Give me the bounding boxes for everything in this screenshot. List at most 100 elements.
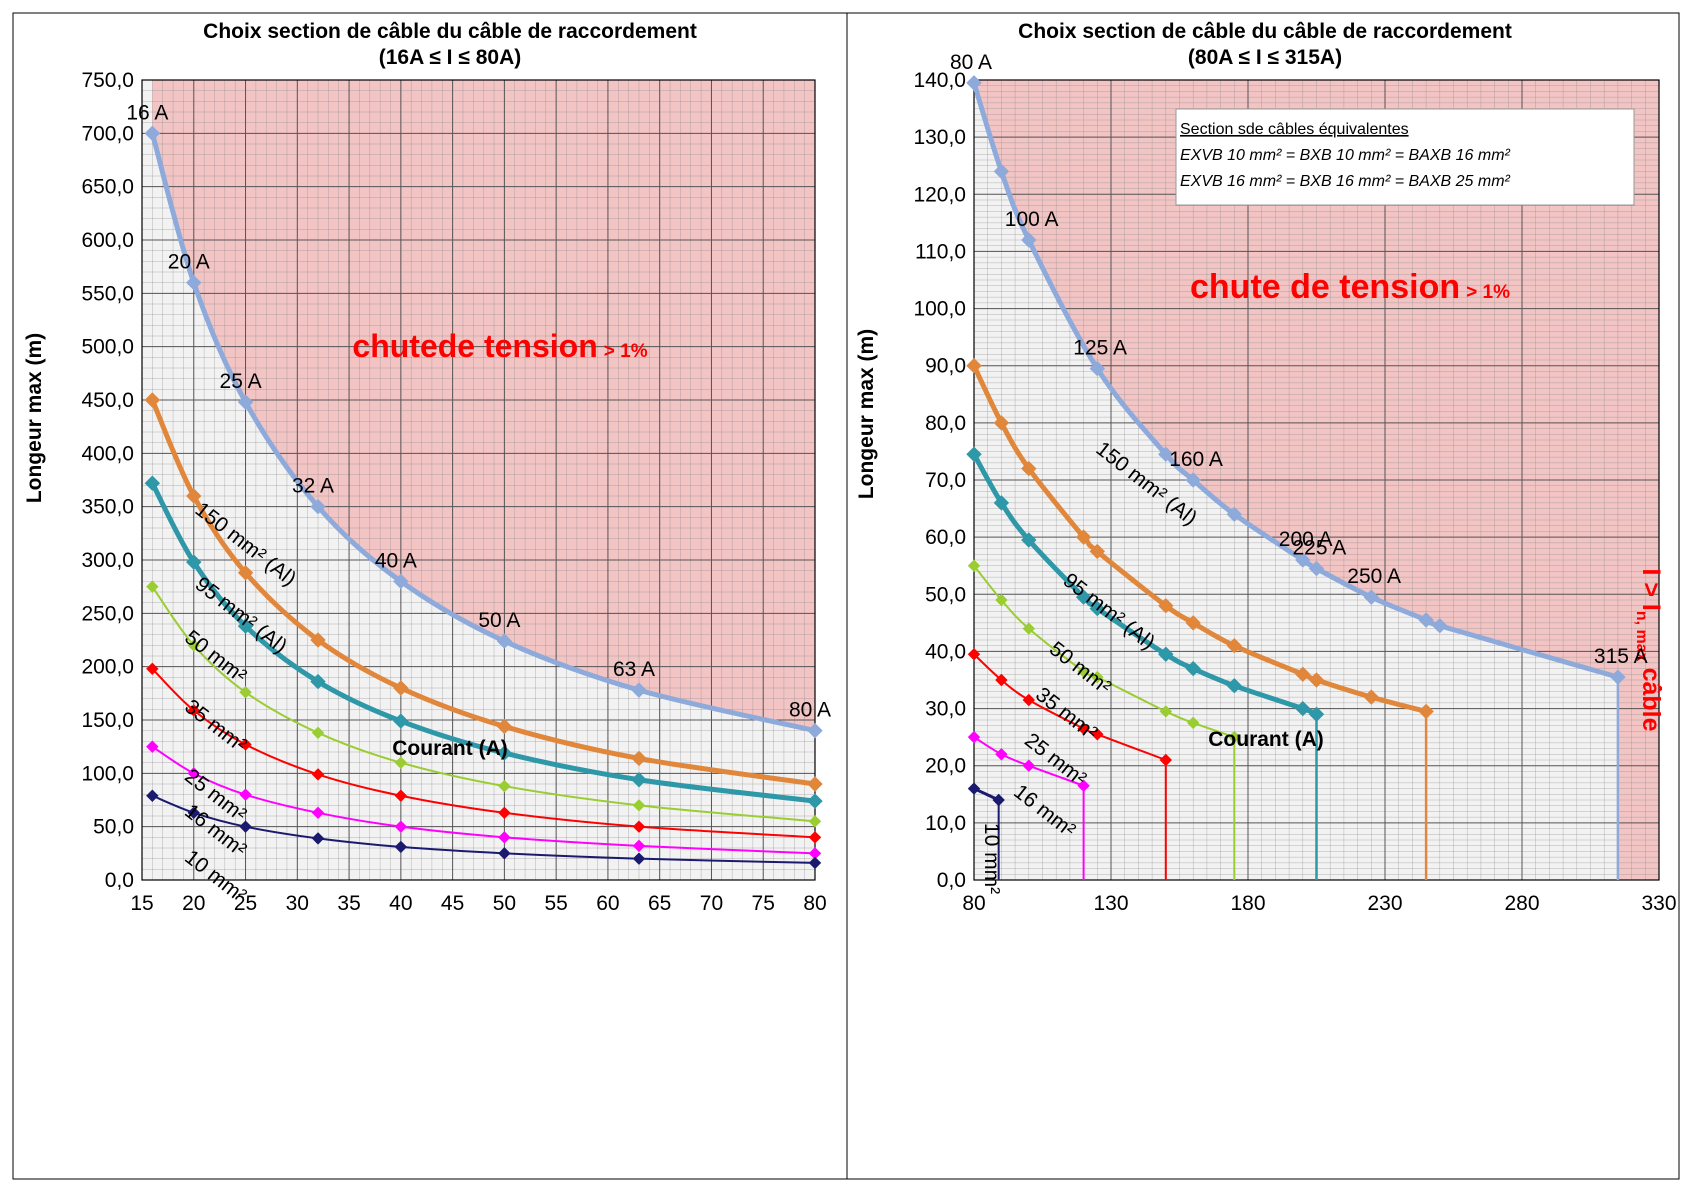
left-y-tick-label: 0,0: [105, 869, 134, 892]
right-series-marker: [967, 648, 981, 661]
left-series-marker: [311, 768, 325, 781]
right-series-marker: [1159, 753, 1173, 767]
right-zone-label: chute de tension > 1%: [1190, 268, 1510, 306]
right-y-tick-label: 120,0: [913, 183, 966, 206]
right-series-marker: [1226, 638, 1243, 654]
equivalence-legend-line-1: EXVB 10 mm² = BXB 10 mm² = BAXB 16 mm²: [1180, 147, 1511, 164]
left-series-marker: [311, 726, 325, 740]
right-series-marker: [1226, 678, 1243, 694]
left-x-tick-label: 55: [544, 892, 567, 915]
left-series-marker: [632, 799, 646, 812]
right-series-marker: [1077, 779, 1090, 792]
right-series-marker: [993, 495, 1010, 511]
right-series-marker: [1021, 460, 1037, 477]
right-series-marker: [1185, 660, 1201, 677]
left-series-marker: [631, 682, 647, 698]
right-side-label-main: I > I: [1637, 568, 1665, 610]
right-current-limit-zone: [1617, 677, 1659, 880]
right-series-marker: [1308, 706, 1325, 722]
left-x-tick-label: 75: [752, 892, 775, 915]
right-y-tick-label: 130,0: [913, 126, 966, 149]
left-series-marker: [239, 686, 252, 699]
left-series-marker: [807, 722, 823, 739]
right-chart: 0,0 10,0 20,0 30,0 40,0 50,0 60,0 70,0 80,0 90,0 1…: [855, 20, 1677, 915]
equivalence-legend: Section sde câbles équivalentes EXVB 10 …: [1175, 108, 1635, 206]
right-series-marker: [1075, 589, 1092, 605]
right-x-tick-label: 80: [962, 892, 985, 915]
right-series-marker: [1022, 693, 1036, 707]
left-y-tick-label: 50,0: [93, 816, 134, 839]
right-y-tick-label: 110,0: [915, 240, 966, 263]
left-chart-subtitle: (16A ≤ I ≤ 80A): [379, 46, 521, 69]
right-series-marker: [1295, 552, 1311, 568]
left-series-marker: [807, 793, 823, 809]
left-series-marker: [237, 394, 254, 410]
right-series-marker: [1418, 703, 1434, 720]
right-series-marker: [993, 415, 1010, 431]
left-x-axis-label: Courant (A): [392, 737, 507, 760]
left-series-marker: [144, 392, 161, 408]
right-series-marker: [966, 75, 982, 91]
right-series-line: [971, 453, 1318, 717]
right-series-marker: [1295, 700, 1311, 717]
left-series-marker: [632, 852, 646, 865]
left-series-marker: [310, 673, 326, 690]
left-x-tick-label: 60: [596, 892, 619, 915]
right-x-tick-label: 180: [1230, 892, 1265, 915]
right-y-axis-label: Longeur max (m): [855, 329, 878, 499]
left-x-tick-label: 20: [182, 892, 205, 915]
right-chart-subtitle: (80A ≤ I ≤ 315A): [1188, 46, 1342, 69]
left-series-marker: [496, 633, 513, 649]
right-current-label: 80 A: [950, 51, 992, 74]
left-zone-label: chutede tension > 1%: [352, 328, 647, 364]
left-series-marker: [310, 632, 326, 648]
left-series-marker: [237, 618, 254, 634]
right-series-marker: [1185, 615, 1201, 631]
left-series-marker: [632, 820, 646, 833]
right-current-label: 125 A: [1073, 337, 1127, 360]
right-y-tick-label: 40,0: [925, 640, 966, 663]
left-series-marker: [393, 680, 409, 696]
left-y-tick-label: 250,0: [81, 602, 134, 625]
left-zone-label-main: chutede tension: [352, 328, 597, 364]
right-series-line: [973, 736, 1084, 787]
right-current-label: 200 A: [1279, 528, 1333, 551]
left-series-marker: [187, 806, 200, 820]
right-series-marker: [967, 730, 981, 744]
left-series-marker: [146, 789, 159, 802]
right-y-tick-label: 20,0: [925, 755, 966, 778]
right-series-marker: [1021, 232, 1037, 248]
right-series-marker: [1022, 622, 1036, 635]
left-current-label: 50 A: [478, 609, 520, 632]
right-current-label: 225 A: [1293, 537, 1347, 560]
right-side-label-end: câble: [1637, 668, 1665, 732]
left-y-tick-label: 500,0: [81, 336, 134, 359]
right-series-marker: [1228, 730, 1241, 744]
left-series-marker: [496, 718, 513, 735]
left-series-marker: [187, 767, 200, 780]
right-series-marker: [1610, 669, 1626, 685]
left-series-marker: [239, 738, 252, 751]
left-current-label: 20 A: [168, 251, 210, 274]
left-x-tick-label: 30: [286, 892, 309, 915]
left-chart-title: Choix section de câble du câble de racco…: [203, 20, 697, 43]
left-series-marker: [631, 750, 647, 767]
left-series-marker: [496, 745, 513, 761]
left-x-tick-label: 80: [803, 892, 826, 915]
left-series-marker: [311, 806, 325, 820]
equivalence-legend-line-2: EXVB 16 mm² = BXB 16 mm² = BAXB 25 mm²: [1180, 173, 1511, 190]
right-series-marker: [1363, 689, 1380, 705]
left-series-marker: [144, 475, 161, 491]
right-series-marker: [1159, 705, 1173, 718]
left-series-marker: [239, 788, 252, 801]
right-x-tick-label: 280: [1504, 892, 1539, 915]
right-current-label: 315 A: [1594, 645, 1648, 668]
right-current-label: 160 A: [1169, 448, 1223, 471]
right-series-marker: [1077, 665, 1090, 678]
left-series-marker: [394, 820, 408, 833]
left-y-tick-label: 550,0: [81, 282, 134, 305]
right-series-marker: [1158, 598, 1174, 614]
left-series-marker: [393, 713, 409, 729]
